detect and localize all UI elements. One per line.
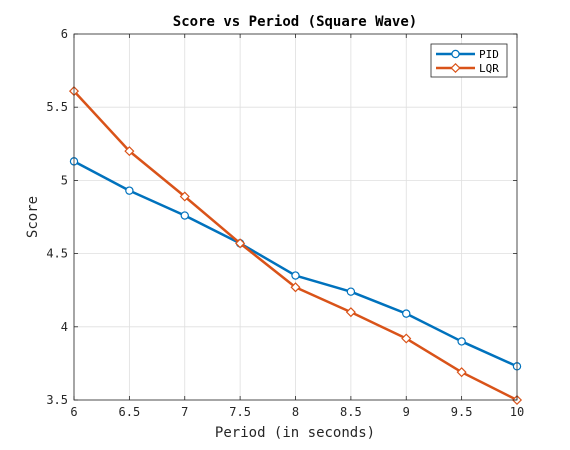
x-axis-label: Period (in seconds) [215, 425, 375, 441]
data-point-pid [125, 186, 134, 195]
y-tick-label: 5.5 [46, 100, 68, 114]
legend-marker-pid [451, 49, 460, 59]
x-tick-label: 6.5 [119, 405, 141, 419]
y-tick-label: 3.5 [46, 393, 68, 407]
x-tick-label: 7 [181, 405, 188, 419]
data-point-pid [180, 211, 189, 220]
data-point-lqr [456, 367, 467, 378]
x-tick-label: 8.5 [340, 405, 362, 419]
data-point-lqr [290, 282, 301, 293]
legend-box [430, 43, 508, 78]
data-point-pid [402, 309, 411, 318]
series-layer [68, 86, 523, 406]
x-tick-label: 10 [510, 405, 524, 419]
x-tick-label: 7.5 [229, 405, 251, 419]
x-tick-label: 6 [70, 405, 77, 419]
y-tick-label: 5 [61, 173, 68, 187]
chart-title: Score vs Period (Square Wave) [173, 14, 417, 30]
data-point-lqr [401, 333, 412, 344]
ticks [73, 33, 518, 401]
y-tick-label: 4 [61, 320, 68, 334]
tick-labels: 6 6.5 7 7.5 8 8.5 9 9.5 10 3.5 4 4.5 5 5.5 6 [46, 27, 524, 419]
x-tick-label: 8 [292, 405, 299, 419]
data-point-lqr [179, 191, 190, 202]
data-point-lqr [124, 146, 135, 157]
series-lqr [68, 86, 523, 406]
data-point-pid [291, 271, 300, 280]
legend-entry-lqr: LQR [436, 62, 499, 75]
y-axis-label: Score [25, 196, 41, 238]
y-tick-label: 4.5 [46, 247, 68, 261]
data-point-lqr [345, 307, 356, 318]
x-tick-label: 9.5 [451, 405, 473, 419]
series-pid [69, 157, 522, 371]
legend-label-lqr: LQR [479, 62, 499, 75]
x-tick-label: 9 [403, 405, 410, 419]
y-tick-label: 6 [61, 27, 68, 41]
legend-marker-lqr [450, 62, 461, 74]
legend-entry-pid: PID [436, 48, 499, 61]
data-point-pid [457, 337, 466, 346]
legend-label-pid: PID [479, 48, 499, 61]
data-point-pid [346, 287, 356, 296]
data-point-lqr [235, 238, 246, 249]
